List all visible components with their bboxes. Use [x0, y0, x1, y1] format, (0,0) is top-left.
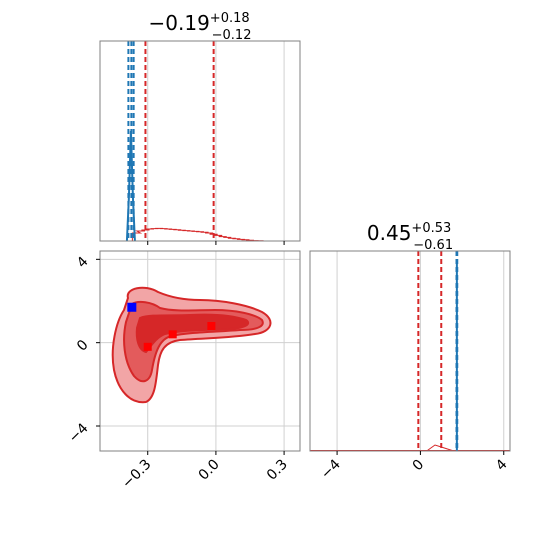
- marginal-x-frame: [99, 40, 301, 242]
- blue-marker: [127, 302, 137, 312]
- x-tick-label: −4: [318, 456, 344, 482]
- marginal-title-x: −0.19+0.18 −0.12: [149, 11, 252, 43]
- title-y-value: 0.45: [367, 221, 412, 245]
- density-contours: [111, 286, 272, 404]
- red-histogram: [426, 444, 454, 452]
- x-tick-label: 0: [410, 457, 428, 475]
- marginal-y-frame: [309, 250, 511, 452]
- y-tick-label: 4: [74, 254, 92, 272]
- red-marker: [143, 342, 152, 351]
- title-y-lower: −0.61: [413, 238, 453, 253]
- y-tick-label: −4: [66, 420, 92, 446]
- title-y-upper: +0.53: [411, 221, 451, 236]
- marginal-title-y: 0.45+0.53 −0.61: [367, 221, 453, 253]
- red-marker: [168, 330, 177, 339]
- joint-panel: [99, 250, 301, 452]
- x-tick-label: 0.0: [196, 457, 223, 484]
- marginal-panel-y: 0.45+0.53 −0.61: [309, 221, 511, 452]
- title-x-value: −0.19: [149, 11, 210, 35]
- red-marker: [207, 322, 216, 330]
- title-x-upper: +0.18: [210, 11, 250, 26]
- joint-frame: [99, 250, 301, 452]
- title-x-lower: −0.12: [212, 28, 252, 43]
- red-histogram: [131, 227, 264, 242]
- x-tick-label: 0.3: [264, 457, 291, 484]
- marginal-panel-x: −0.19+0.18 −0.12: [99, 11, 301, 242]
- x-tick-label: 4: [493, 456, 511, 474]
- x-tick-label: −0.3: [119, 457, 154, 492]
- y-tick-label: 0: [74, 337, 92, 355]
- contour-inner-fill: [135, 313, 250, 354]
